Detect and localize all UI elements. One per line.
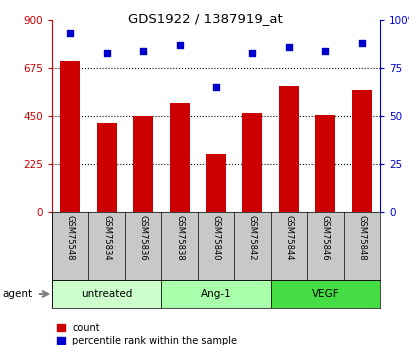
Legend: count, percentile rank within the sample: count, percentile rank within the sample: [57, 323, 237, 345]
Bar: [278, 86, 298, 212]
Point: [357, 40, 364, 46]
Point: [67, 31, 73, 36]
Text: GSM75838: GSM75838: [175, 215, 184, 261]
Text: GSM75840: GSM75840: [211, 215, 220, 261]
Text: agent: agent: [2, 289, 32, 299]
Text: GSM75548: GSM75548: [65, 215, 74, 261]
Point: [285, 44, 292, 50]
Text: Ang-1: Ang-1: [200, 289, 231, 299]
Bar: [205, 155, 225, 212]
Bar: [133, 116, 153, 212]
Text: GSM75846: GSM75846: [320, 215, 329, 261]
FancyBboxPatch shape: [270, 280, 379, 308]
Text: untreated: untreated: [81, 289, 132, 299]
Bar: [60, 60, 80, 212]
Text: GSM75836: GSM75836: [138, 215, 147, 261]
Point: [103, 50, 110, 56]
Text: GSM75844: GSM75844: [284, 215, 293, 261]
Text: GSM75834: GSM75834: [102, 215, 111, 261]
Text: GDS1922 / 1387919_at: GDS1922 / 1387919_at: [127, 12, 282, 25]
Bar: [315, 115, 335, 212]
Point: [139, 48, 146, 53]
FancyBboxPatch shape: [161, 280, 270, 308]
Text: GSM75848: GSM75848: [356, 215, 365, 261]
FancyBboxPatch shape: [52, 280, 161, 308]
Text: GSM75842: GSM75842: [247, 215, 256, 261]
Bar: [169, 103, 189, 212]
Point: [176, 42, 182, 48]
Bar: [97, 124, 117, 212]
Point: [321, 48, 328, 53]
Bar: [242, 113, 262, 212]
Point: [212, 85, 219, 90]
Point: [249, 50, 255, 56]
Bar: [351, 90, 371, 212]
Text: VEGF: VEGF: [311, 289, 338, 299]
